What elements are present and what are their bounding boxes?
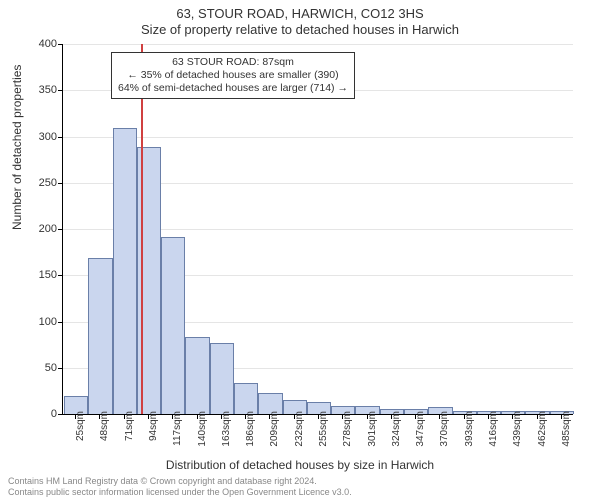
- annotation-box: 63 STOUR ROAD: 87sqm← 35% of detached ho…: [111, 52, 355, 99]
- chart-area: 05010015020025030035040025sqm48sqm71sqm9…: [62, 44, 572, 414]
- footer-line2: Contains public sector information licen…: [8, 487, 352, 498]
- ytick-mark: [58, 90, 63, 91]
- plot-region: 05010015020025030035040025sqm48sqm71sqm9…: [62, 44, 573, 415]
- ytick-label: 300: [27, 131, 57, 143]
- histogram-bar: [234, 383, 258, 414]
- ytick-label: 50: [27, 362, 57, 374]
- ytick-mark: [58, 44, 63, 45]
- x-axis-label: Distribution of detached houses by size …: [0, 458, 600, 472]
- ytick-mark: [58, 322, 63, 323]
- histogram-bar: [210, 343, 234, 414]
- ytick-label: 400: [27, 38, 57, 50]
- xtick-label: 25sqm: [75, 411, 86, 441]
- xtick-label: 416sqm: [488, 411, 499, 447]
- xtick-label: 186sqm: [245, 411, 256, 447]
- xtick-label: 209sqm: [269, 411, 280, 447]
- xtick-label: 232sqm: [294, 411, 305, 447]
- xtick-label: 485sqm: [561, 411, 572, 447]
- ytick-mark: [58, 137, 63, 138]
- page-title: 63, STOUR ROAD, HARWICH, CO12 3HS: [0, 0, 600, 21]
- ytick-mark: [58, 229, 63, 230]
- property-marker-line: [141, 44, 143, 414]
- xtick-label: 94sqm: [148, 411, 159, 441]
- histogram-bar: [113, 128, 137, 414]
- ytick-label: 150: [27, 269, 57, 281]
- gridline: [63, 137, 573, 138]
- xtick-label: 278sqm: [342, 411, 353, 447]
- ytick-label: 0: [27, 408, 57, 420]
- xtick-label: 324sqm: [391, 411, 402, 447]
- ytick-mark: [58, 275, 63, 276]
- xtick-label: 140sqm: [197, 411, 208, 447]
- histogram-bar: [161, 237, 185, 414]
- xtick-label: 117sqm: [172, 411, 183, 446]
- ytick-label: 350: [27, 84, 57, 96]
- ytick-mark: [58, 414, 63, 415]
- xtick-label: 71sqm: [124, 411, 135, 441]
- histogram-bar: [88, 258, 112, 414]
- ytick-mark: [58, 368, 63, 369]
- annotation-line: 63 STOUR ROAD: 87sqm: [118, 56, 348, 69]
- xtick-label: 347sqm: [415, 411, 426, 447]
- footer-attribution: Contains HM Land Registry data © Crown c…: [8, 476, 352, 498]
- annotation-line: 64% of semi-detached houses are larger (…: [118, 82, 348, 95]
- footer-line1: Contains HM Land Registry data © Crown c…: [8, 476, 352, 487]
- ytick-mark: [58, 183, 63, 184]
- xtick-label: 439sqm: [512, 411, 523, 447]
- annotation-line: ← 35% of detached houses are smaller (39…: [118, 69, 348, 82]
- ytick-label: 100: [27, 316, 57, 328]
- y-axis-label: Number of detached properties: [10, 65, 24, 230]
- xtick-label: 255sqm: [318, 411, 329, 447]
- xtick-label: 370sqm: [439, 411, 450, 447]
- xtick-label: 301sqm: [367, 411, 378, 447]
- xtick-label: 462sqm: [537, 411, 548, 447]
- page-subtitle: Size of property relative to detached ho…: [0, 21, 600, 37]
- xtick-label: 393sqm: [464, 411, 475, 447]
- ytick-label: 200: [27, 223, 57, 235]
- histogram-bar: [185, 337, 209, 414]
- xtick-label: 48sqm: [99, 411, 110, 441]
- gridline: [63, 44, 573, 45]
- xtick-label: 163sqm: [221, 411, 232, 447]
- ytick-label: 250: [27, 177, 57, 189]
